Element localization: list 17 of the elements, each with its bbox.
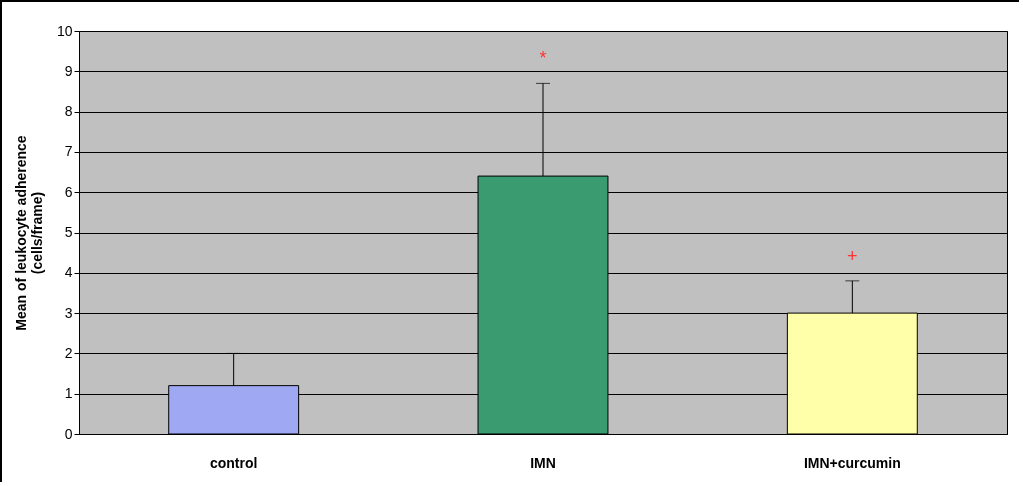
y-axis-title: Mean of leukocyte adherence (cells/frame) — [12, 135, 45, 331]
x-tick-label: control — [209, 454, 258, 471]
annotation: + — [847, 245, 858, 266]
x-tick-label: IMN — [530, 454, 556, 471]
y-tick-label: 2 — [64, 344, 73, 361]
y-tick-label: 6 — [64, 183, 73, 200]
y-tick-label: 4 — [64, 264, 73, 281]
y-tick-label: 10 — [56, 22, 73, 39]
y-tick-label: 1 — [64, 385, 73, 402]
y-tick-label: 8 — [64, 103, 73, 120]
x-tick-label: IMN+curcumin — [803, 454, 901, 471]
y-tick-label: 0 — [64, 425, 73, 442]
y-tick-label: 7 — [64, 143, 73, 160]
y-tick-label: 5 — [64, 224, 73, 240]
y-tick-label: 9 — [64, 62, 73, 79]
annotation: * — [539, 48, 547, 69]
y-tick-label: 3 — [64, 304, 73, 321]
